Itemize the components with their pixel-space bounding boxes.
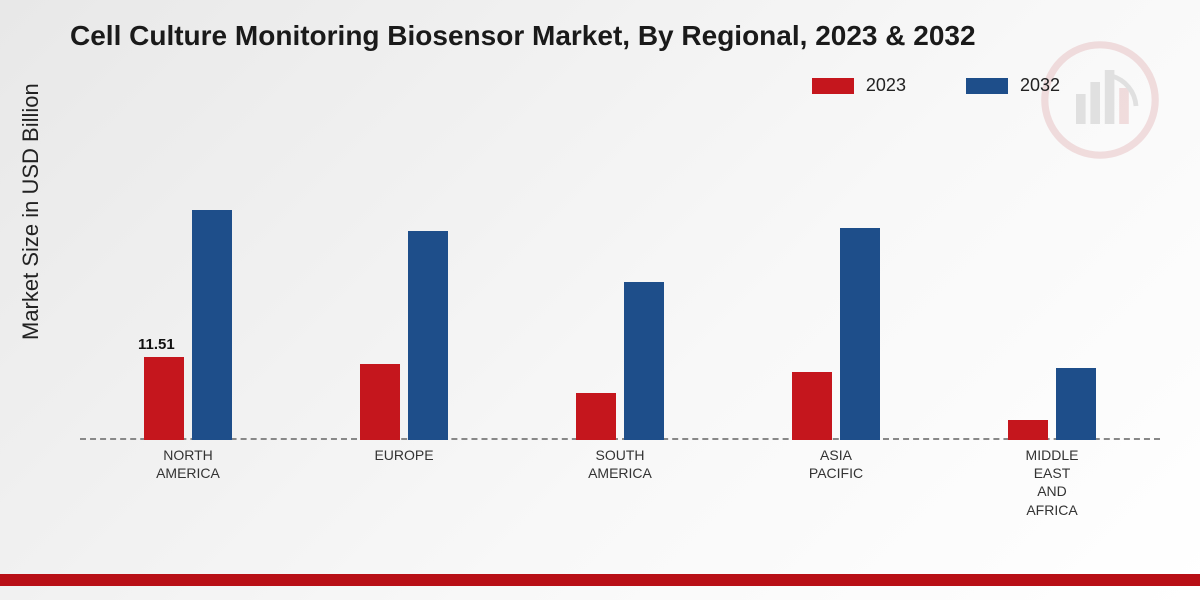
- x-tick-label: ASIAPACIFIC: [728, 446, 944, 482]
- legend-swatch-2032: [966, 78, 1008, 94]
- bar-2023: [360, 364, 400, 440]
- y-axis-label: Market Size in USD Billion: [18, 83, 44, 340]
- bar-2032: [192, 210, 232, 440]
- x-tick-label: MIDDLEEASTANDAFRICA: [944, 446, 1160, 519]
- bar-value-label: 11.51: [138, 336, 175, 353]
- bar-2032: [1056, 368, 1096, 440]
- x-tick-label: EUROPE: [296, 446, 512, 464]
- chart-baseline: [80, 438, 1160, 440]
- chart-plot-area: 11.51: [80, 130, 1160, 440]
- chart-legend: 2023 2032: [812, 75, 1060, 96]
- footer-accent-bar: [0, 574, 1200, 586]
- bar-2032: [840, 228, 880, 440]
- legend-label-2032: 2032: [1020, 75, 1060, 96]
- legend-item-2032: 2032: [966, 75, 1060, 96]
- legend-item-2023: 2023: [812, 75, 906, 96]
- x-tick-label: SOUTHAMERICA: [512, 446, 728, 482]
- x-tick-label: NORTHAMERICA: [80, 446, 296, 482]
- bar-2023: [144, 357, 184, 440]
- bar-2023: [576, 393, 616, 440]
- chart-title: Cell Culture Monitoring Biosensor Market…: [70, 20, 976, 52]
- bar-2032: [408, 231, 448, 440]
- bar-2023: [1008, 420, 1048, 440]
- bar-2023: [792, 372, 832, 440]
- bar-2032: [624, 282, 664, 440]
- legend-label-2023: 2023: [866, 75, 906, 96]
- legend-swatch-2023: [812, 78, 854, 94]
